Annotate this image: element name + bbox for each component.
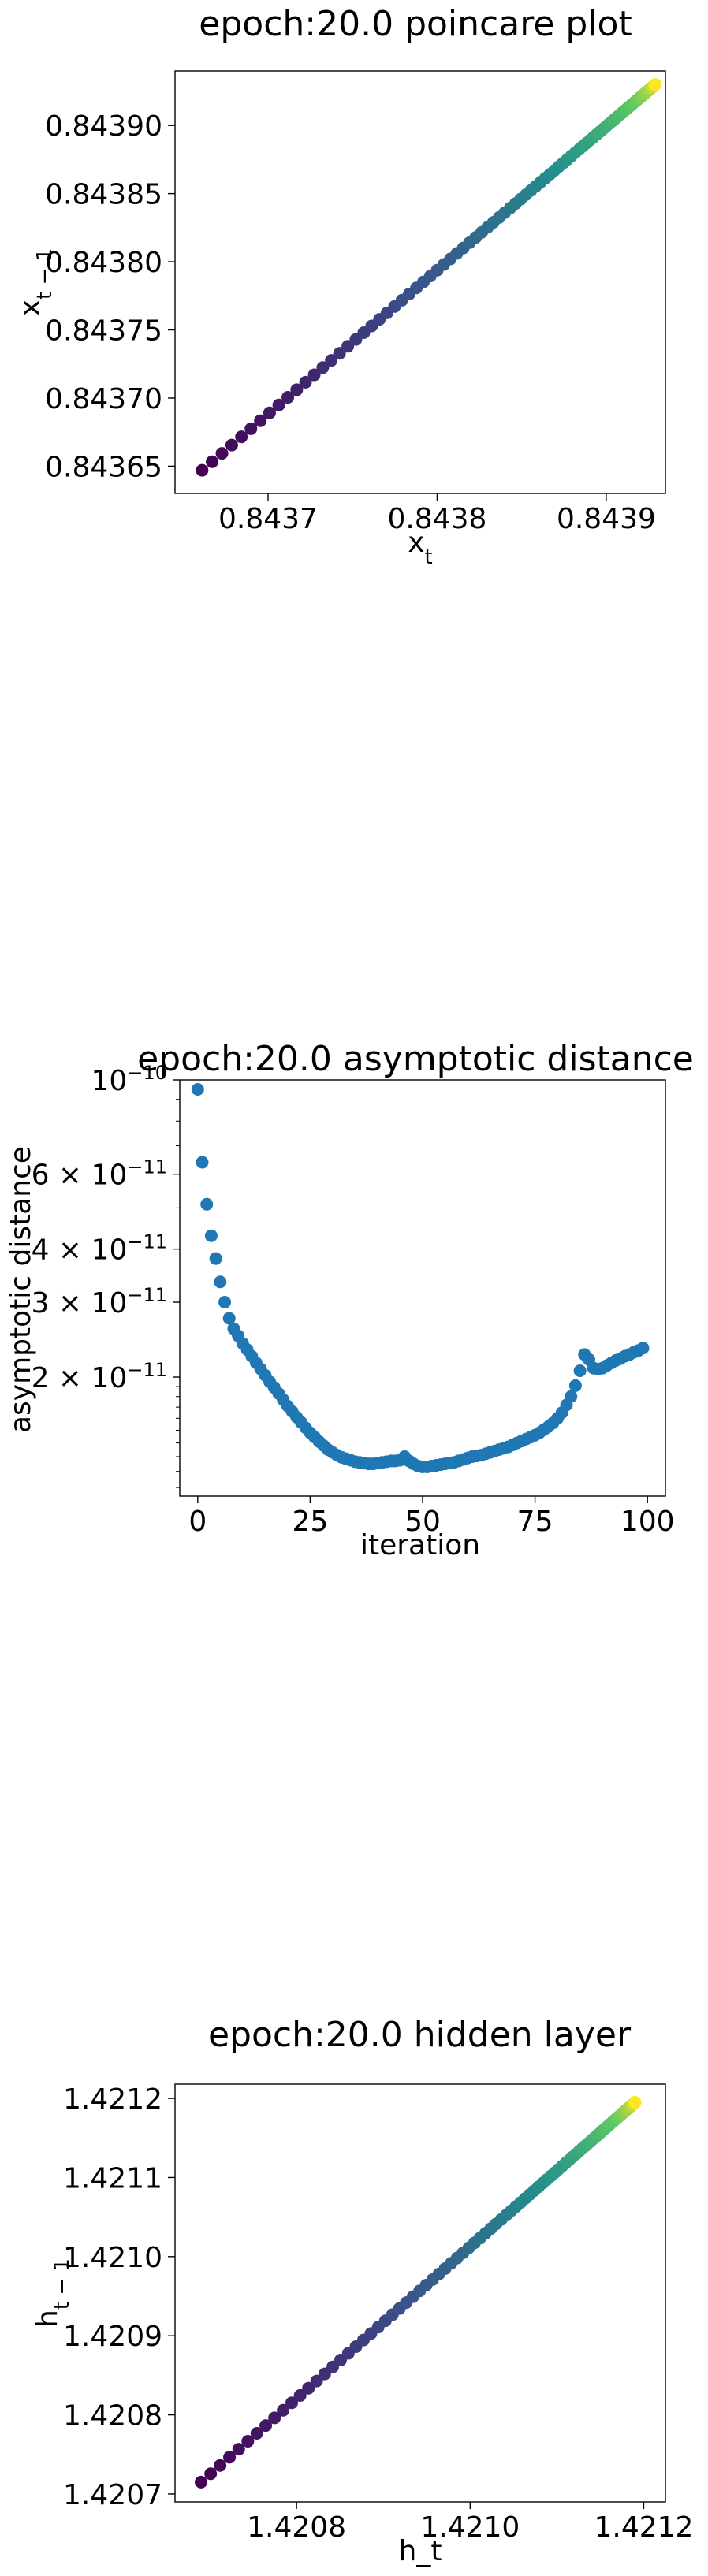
data-point: [636, 1342, 650, 1355]
data-point: [250, 2426, 263, 2440]
plot-frame: [179, 1079, 666, 1497]
y-tick-label: 1.4210: [63, 2242, 162, 2274]
data-point: [268, 2411, 281, 2425]
x-tick-label: 0.8437: [218, 503, 318, 535]
data-point: [222, 1312, 236, 1325]
y-tick-label: 0.84390: [45, 110, 162, 143]
plot-frame: [174, 70, 666, 494]
data-point: [628, 2096, 642, 2109]
data-point: [325, 354, 338, 367]
y-tick-label: 1.4207: [63, 2479, 162, 2511]
data-point: [204, 1229, 218, 1242]
y-axis-label: xt − 1: [14, 248, 57, 316]
data-point: [218, 1296, 232, 1309]
data-point: [244, 422, 258, 435]
chart-title: epoch:20.0 poincare plot: [199, 4, 632, 44]
hidden-layer-chart: epoch:20.0 hidden layer 1.4208 1.4210 1.42…: [32, 2015, 693, 2567]
data-point: [565, 1390, 578, 1403]
asymptotic-distance-chart: epoch:20.0 asymptotic distance 0 25 50 75 10…: [5, 1039, 694, 1562]
x-tick-label: 1.4210: [420, 2511, 520, 2544]
data-point: [214, 2459, 227, 2472]
x-tick-label: 25: [293, 1506, 329, 1538]
poincare-plot-chart: epoch:20.0 poincare plot 0.8437 0.8438 0.8…: [14, 4, 666, 569]
x-tick-label: 1.4212: [594, 2511, 693, 2544]
data-point: [196, 463, 209, 477]
y-tick-label: 4 × 10−11: [32, 1231, 167, 1267]
chart-title: epoch:20.0 asymptotic distance: [137, 1039, 694, 1079]
data-point: [277, 2403, 290, 2417]
x-tick-label: 100: [620, 1506, 675, 1538]
x-axis-label: iteration: [360, 1529, 480, 1562]
data-point: [191, 1083, 204, 1096]
y-tick-label: 0.84380: [45, 247, 162, 279]
y-axis-label: asymptotic distance: [5, 1146, 37, 1433]
data-point: [214, 1275, 227, 1289]
data-point: [235, 430, 248, 444]
data-point: [200, 1197, 214, 1211]
y-tick-label: 6 × 10−11: [32, 1156, 167, 1192]
data-point: [259, 2419, 273, 2433]
y-tick-label: 1.4209: [63, 2321, 162, 2353]
y-tick-label: 3 × 10−11: [32, 1284, 167, 1320]
data-point: [302, 2381, 315, 2395]
data-point: [333, 347, 346, 360]
y-tick-label: 10−10: [91, 1062, 167, 1097]
y-tick-label: 0.84365: [45, 451, 162, 483]
data-point: [195, 2475, 208, 2489]
data-point: [196, 1156, 209, 1169]
x-tick-label: 1.4208: [247, 2511, 346, 2544]
data-point: [568, 1379, 582, 1392]
data-point: [290, 383, 304, 396]
data-point: [232, 2443, 245, 2456]
x-axis-label: h_t: [399, 2535, 442, 2567]
data-point: [285, 2396, 298, 2410]
plot-frame: [174, 2083, 666, 2503]
y-tick-label: 0.84375: [45, 315, 162, 348]
data-point: [299, 375, 312, 389]
x-tick-label: 75: [517, 1506, 553, 1538]
x-tick-label: 50: [404, 1506, 441, 1538]
data-point: [573, 1364, 587, 1377]
chart-title: epoch:20.0 hidden layer: [208, 2015, 632, 2055]
data-point: [223, 2451, 237, 2464]
y-tick-label: 0.84370: [45, 383, 162, 415]
y-tick-label: 1.4212: [63, 2083, 162, 2116]
y-axis-label: ht − 1: [32, 2258, 74, 2328]
y-tick-label: 0.84385: [45, 179, 162, 211]
data-point: [272, 398, 285, 411]
data-point: [649, 78, 662, 91]
data-point: [209, 1252, 222, 1265]
data-point: [263, 406, 276, 419]
data-point: [293, 2388, 307, 2402]
y-tick-label: 2 × 10−11: [32, 1359, 167, 1394]
x-tick-label: 0.8438: [387, 503, 486, 535]
data-point: [281, 391, 295, 404]
data-point: [215, 447, 229, 460]
y-tick-label: 1.4211: [63, 2162, 162, 2194]
data-point: [206, 455, 219, 468]
y-tick-label: 1.4208: [63, 2400, 162, 2433]
data-point: [204, 2467, 218, 2481]
data-point: [316, 361, 330, 374]
data-point: [241, 2434, 255, 2448]
x-tick-label: 0.8439: [557, 503, 656, 535]
data-point: [307, 368, 321, 382]
data-point: [254, 414, 267, 427]
x-tick-label: 0: [188, 1506, 207, 1538]
data-point: [225, 438, 238, 452]
